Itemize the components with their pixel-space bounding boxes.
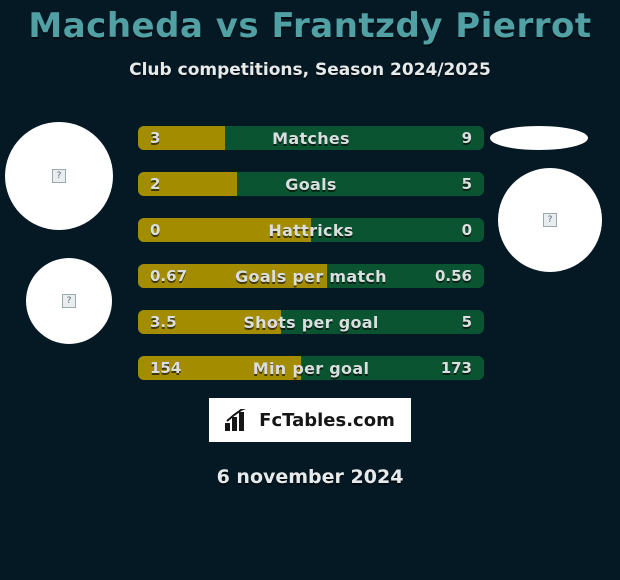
stat-row: 3.5Shots per goal5 (138, 310, 484, 334)
subtitle: Club competitions, Season 2024/2025 (0, 60, 620, 80)
stat-right-value: 5 (462, 172, 472, 196)
placeholder-image-icon: ? (52, 169, 66, 183)
bars-logo-icon (225, 409, 251, 431)
stat-right-value: 0.56 (435, 264, 472, 288)
source-badge-text: FcTables.com (259, 410, 395, 431)
stat-bars: 3Matches9 2Goals5 0Hattricks0 0.67Goals per… (138, 126, 484, 402)
stat-right-value: 5 (462, 310, 472, 334)
decor-circle: ? (26, 258, 112, 344)
stat-label: Goals per match (138, 264, 484, 288)
stat-label: Matches (138, 126, 484, 150)
stat-label: Shots per goal (138, 310, 484, 334)
stat-row: 154Min per goal173 (138, 356, 484, 380)
stat-row: 3Matches9 (138, 126, 484, 150)
page-title: Macheda vs Frantzdy Pierrot (0, 0, 620, 46)
stat-label: Goals (138, 172, 484, 196)
source-badge: FcTables.com (209, 398, 411, 442)
comparison-infographic: Macheda vs Frantzdy Pierrot Club competi… (0, 0, 620, 580)
stat-label: Min per goal (138, 356, 484, 380)
decor-circle: ? (498, 168, 602, 272)
stat-right-value: 173 (441, 356, 472, 380)
stat-row: 0Hattricks0 (138, 218, 484, 242)
stat-label: Hattricks (138, 218, 484, 242)
stat-right-value: 9 (462, 126, 472, 150)
decor-ellipse (490, 126, 588, 150)
stat-right-value: 0 (462, 218, 472, 242)
stat-row: 0.67Goals per match0.56 (138, 264, 484, 288)
decor-circle: ? (5, 122, 113, 230)
placeholder-image-icon: ? (62, 294, 76, 308)
date-text: 6 november 2024 (0, 466, 620, 488)
placeholder-image-icon: ? (543, 213, 557, 227)
stat-row: 2Goals5 (138, 172, 484, 196)
